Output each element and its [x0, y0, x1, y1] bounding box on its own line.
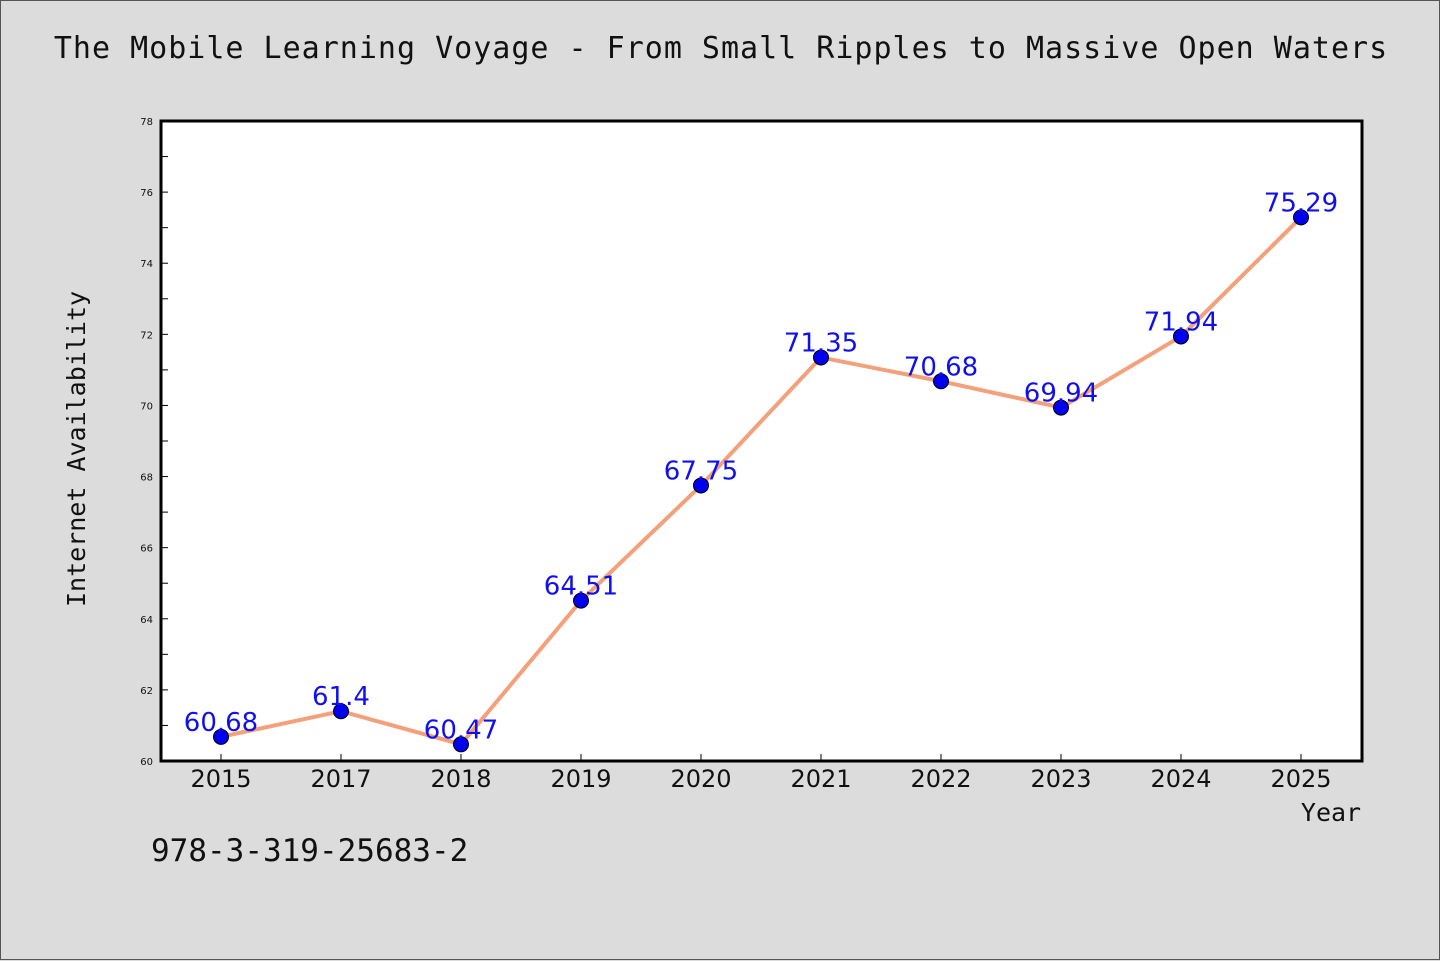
plot-area: [159, 119, 1364, 763]
x-tick-label: 2018: [430, 765, 491, 793]
data-point: [933, 373, 949, 390]
x-axis-label: Year: [1301, 798, 1361, 827]
y-axis: 60 62 64 66 68 70 72 74 76 78: [140, 117, 168, 768]
data-label: 70.68: [904, 352, 978, 382]
data-point: [693, 477, 709, 494]
data-label: 60.47: [424, 715, 498, 745]
data-point: [453, 736, 469, 753]
data-label: 71.35: [784, 328, 858, 358]
data-point: [1053, 399, 1069, 416]
series-line: [220, 215, 1303, 747]
data-point: [1173, 328, 1189, 345]
data-point: [573, 592, 589, 609]
data-point: [213, 728, 229, 745]
series-layer: 60.68 61.4 60.47 64.51 67.75 71.35 70.68 69.94 7…: [184, 188, 1338, 753]
chart-title: The Mobile Learning Voyage - From Small …: [53, 31, 1389, 66]
data-label: 60.68: [184, 708, 258, 738]
data-label: 64.51: [544, 572, 618, 602]
data-label: 61.4: [312, 682, 370, 712]
y-tick-label: 78: [140, 117, 153, 128]
data-point: [813, 349, 829, 366]
x-axis: 2015 2017 2018 2019 2020 2021 2022 2023 2024 2025: [190, 754, 1332, 793]
y-axis-label: Internet Availability: [62, 291, 91, 607]
y-tick-label: 66: [140, 544, 153, 555]
x-tick-label: 2017: [310, 765, 371, 793]
y-tick-label: 62: [140, 686, 153, 697]
data-label: 67.75: [664, 456, 738, 486]
data-point: [333, 703, 349, 720]
x-tick-label: 2021: [790, 765, 851, 793]
isbn-annotation: 978-3-319-25683-2: [151, 833, 469, 869]
x-tick-label: 2020: [670, 765, 731, 793]
y-tick-label: 74: [140, 259, 153, 270]
data-label: 71.94: [1144, 307, 1218, 337]
y-tick-label: 70: [140, 401, 153, 412]
data-point: [1293, 209, 1309, 226]
y-tick-label: 72: [140, 330, 153, 341]
y-tick-label: 64: [140, 615, 153, 626]
data-label: 75.29: [1264, 188, 1338, 218]
x-tick-label: 2024: [1150, 765, 1211, 793]
x-tick-label: 2023: [1030, 765, 1091, 793]
y-tick-label: 68: [140, 473, 153, 484]
y-tick-label: 60: [140, 757, 153, 768]
x-tick-label: 2019: [550, 765, 611, 793]
x-tick-label: 2025: [1270, 765, 1331, 793]
x-tick-label: 2022: [910, 765, 971, 793]
y-tick-label: 76: [140, 188, 153, 199]
data-label: 69.94: [1024, 379, 1098, 409]
x-tick-label: 2015: [190, 765, 251, 793]
